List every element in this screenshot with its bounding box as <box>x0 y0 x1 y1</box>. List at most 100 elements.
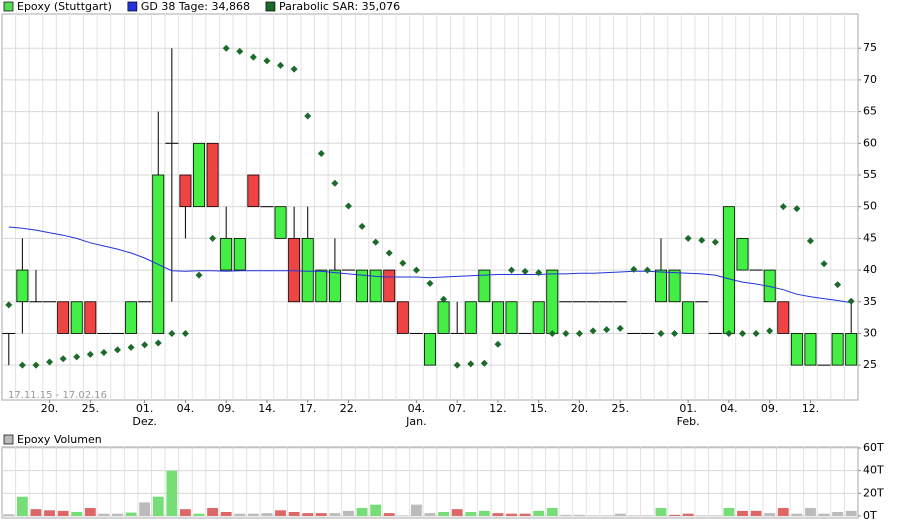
sar-dot <box>209 234 217 242</box>
sar-dot <box>643 266 651 274</box>
volume-bar <box>655 508 667 516</box>
y-tick-label: 30 <box>863 326 877 339</box>
volume-bar <box>112 513 123 516</box>
volume-bar <box>560 514 572 516</box>
volume-bar <box>614 513 626 516</box>
volume-bar <box>669 514 681 516</box>
candle-body <box>464 301 477 334</box>
sar-dot <box>127 343 135 351</box>
volume-bar <box>777 508 789 516</box>
candle-body <box>84 301 97 334</box>
candle-body <box>383 269 396 303</box>
sar-dot <box>616 324 624 332</box>
y-tick-label: 60 <box>863 136 877 149</box>
x-tick-label: 09. <box>761 402 779 415</box>
x-tick-label: 01. <box>679 402 697 415</box>
legend-label: GD 38 Tage: 34,868 <box>141 0 250 13</box>
candle-body <box>736 237 749 271</box>
x-tick-label: 17. <box>299 402 317 415</box>
x-tick-label: 09. <box>217 402 235 415</box>
sar-dot <box>657 329 665 337</box>
candle-body <box>790 333 803 366</box>
volume-bar <box>315 513 327 516</box>
volume-bar <box>438 511 450 516</box>
legend-swatch <box>3 434 14 445</box>
sar-dot <box>113 346 121 354</box>
candle-body <box>505 301 518 334</box>
x-tick-label: 07. <box>448 402 466 415</box>
x-tick-label: 14. <box>258 402 276 415</box>
y-tick-label: 50 <box>863 200 877 213</box>
sar-dot <box>236 47 244 55</box>
volume-bar <box>709 515 721 516</box>
sar-dot <box>494 340 502 348</box>
y-tick-label: 0T <box>863 509 877 522</box>
y-tick-label: 25 <box>863 358 877 371</box>
volume-bar <box>275 510 286 516</box>
volume-bar <box>16 496 28 516</box>
volume-bar <box>397 515 409 516</box>
sar-dot <box>331 179 339 187</box>
volume-bar <box>628 515 640 516</box>
volume-bar <box>261 513 273 516</box>
volume-bar <box>845 510 857 516</box>
y-tick-label: 40T <box>863 464 884 477</box>
sar-dot <box>684 234 692 242</box>
sar-dot <box>412 266 420 274</box>
volume-bar <box>57 510 69 516</box>
sar-dot <box>847 297 855 305</box>
candle-body <box>70 301 83 334</box>
x-tick-label: 20. <box>41 402 59 415</box>
x-tick-label: 20. <box>571 402 589 415</box>
x-tick-label: 15. <box>530 402 548 415</box>
candle-body <box>478 269 491 303</box>
sar-dot <box>589 327 597 335</box>
sar-dot <box>766 327 774 335</box>
candle-body <box>315 269 328 303</box>
sar-dot <box>480 359 488 367</box>
sar-dot <box>806 237 814 245</box>
candle-body <box>16 269 29 303</box>
sar-dot <box>725 329 733 337</box>
sar-dot <box>562 329 570 337</box>
sar-dot <box>32 361 40 369</box>
volume-bar <box>84 508 96 516</box>
volume-bar <box>533 510 545 516</box>
sar-dot <box>671 329 679 337</box>
sar-dot <box>603 326 611 334</box>
volume-bar <box>764 513 776 516</box>
x-tick-label: 12. <box>802 402 820 415</box>
sar-dot <box>195 271 203 279</box>
volume-bar <box>723 508 735 516</box>
sar-dot <box>535 269 543 277</box>
volume-bar <box>125 512 137 516</box>
volume-bar <box>383 513 395 516</box>
candle-body <box>206 142 219 208</box>
y-tick-label: 65 <box>863 105 877 118</box>
sar-dot <box>711 238 719 246</box>
sar-dot <box>793 205 801 213</box>
volume-bar <box>492 513 504 516</box>
sar-dot <box>820 260 828 268</box>
sar-dot <box>5 301 13 309</box>
sar-dot <box>698 236 706 244</box>
volume-bar <box>601 515 613 516</box>
candle-body <box>668 269 681 303</box>
sar-dot <box>290 65 298 73</box>
volume-bar <box>791 513 803 516</box>
volume-bar <box>247 513 259 516</box>
volume-bar <box>519 513 531 516</box>
sar-dot <box>86 350 94 358</box>
legend-label: Epoxy (Stuttgart) <box>17 0 112 13</box>
date-range: 17.11.15 - 17.02.16 <box>8 390 107 401</box>
volume-bar <box>288 511 300 516</box>
volume-bar <box>737 510 748 516</box>
candle-body <box>396 301 409 334</box>
sar-dot <box>630 265 638 273</box>
sar-dot <box>752 329 760 337</box>
sar-dot <box>548 329 556 337</box>
volume-bar <box>302 513 314 516</box>
legend-swatch <box>127 1 138 12</box>
volume-bar <box>44 510 55 516</box>
